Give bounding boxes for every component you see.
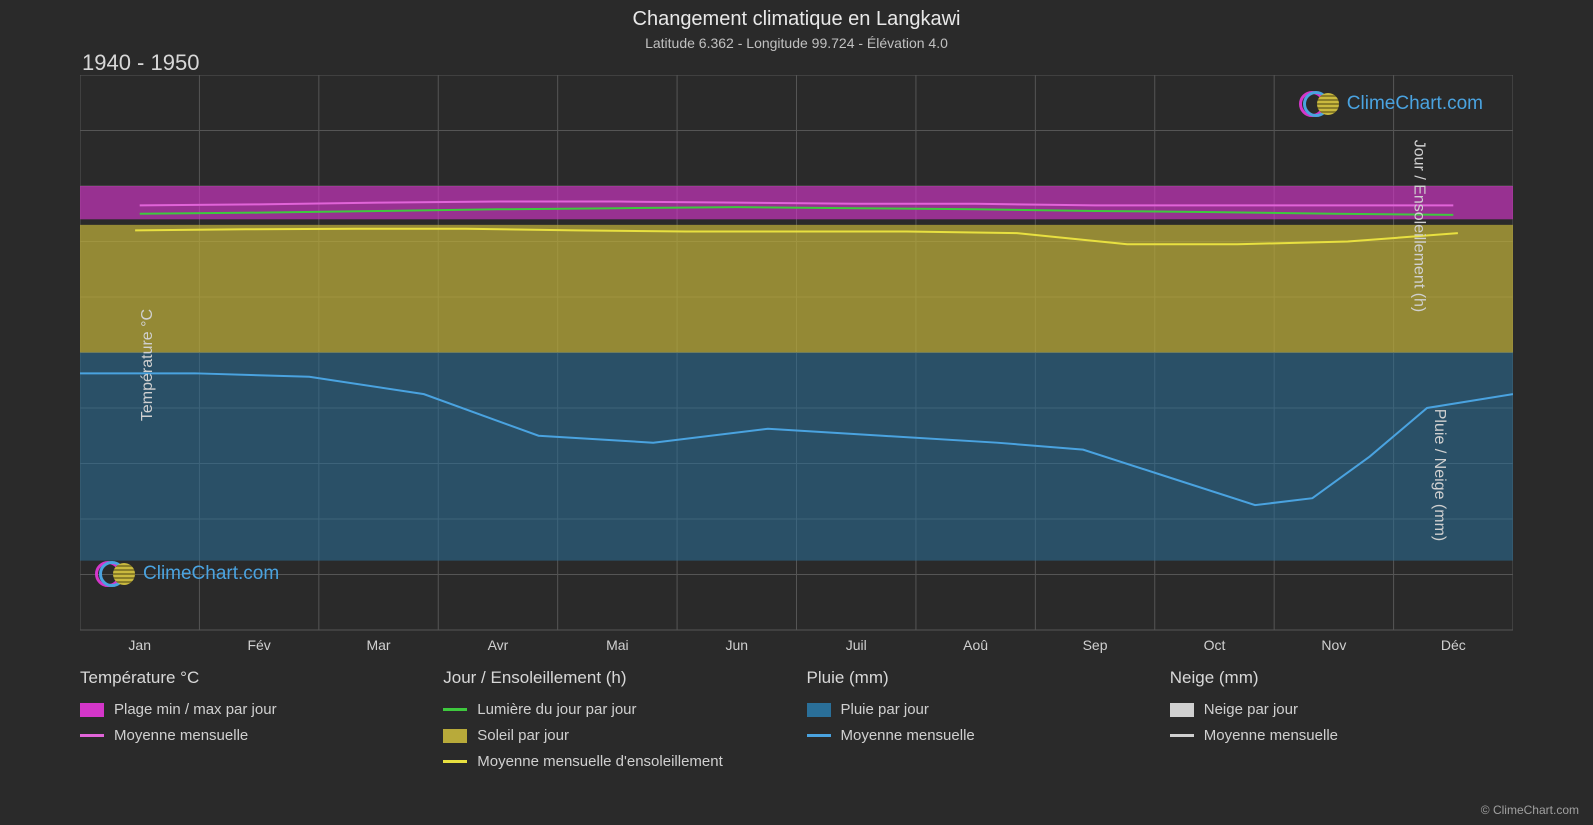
legend-item: Neige par jour — [1170, 701, 1513, 718]
legend-item-label: Moyenne mensuelle — [114, 727, 248, 744]
legend-group: Jour / Ensoleillement (h) Lumière du jour… — [443, 668, 786, 813]
legend-line-icon — [80, 734, 104, 737]
svg-text:Fév: Fév — [247, 637, 270, 653]
legend-item-label: Neige par jour — [1204, 701, 1298, 718]
svg-text:Sep: Sep — [1083, 637, 1108, 653]
legend-swatch-icon — [443, 729, 467, 743]
svg-text:Mai: Mai — [606, 637, 629, 653]
svg-text:Juil: Juil — [846, 637, 867, 653]
legend-group: Neige (mm) Neige par jour Moyenne mensuell… — [1170, 668, 1513, 813]
legend-line-icon — [1170, 734, 1194, 737]
legend-item-label: Lumière du jour par jour — [477, 701, 636, 718]
chart-title: Changement climatique en Langkawi — [0, 0, 1593, 31]
legend-item: Moyenne mensuelle — [80, 727, 423, 744]
legend-swatch-icon — [1170, 703, 1194, 717]
period-label: 1940 - 1950 — [82, 50, 199, 76]
plot-svg: -50-40-30-20-100102030405006121824102030… — [80, 75, 1513, 655]
legend: Température °C Plage min / max par jour Mo… — [80, 668, 1513, 813]
legend-line-icon — [443, 760, 467, 763]
legend-item-label: Plage min / max par jour — [114, 701, 277, 718]
svg-text:Jun: Jun — [726, 637, 749, 653]
legend-item: Moyenne mensuelle — [807, 727, 1150, 744]
chart-subtitle: Latitude 6.362 - Longitude 99.724 - Élév… — [0, 31, 1593, 51]
watermark-text: ClimeChart.com — [143, 563, 279, 585]
svg-text:Nov: Nov — [1321, 637, 1346, 653]
climate-chart: Changement climatique en Langkawi Latitu… — [0, 0, 1593, 825]
y-left-axis-label: Température °C — [139, 309, 157, 421]
legend-group: Température °C Plage min / max par jour Mo… — [80, 668, 423, 813]
legend-item: Lumière du jour par jour — [443, 701, 786, 718]
y-right-top-axis-label: Jour / Ensoleillement (h) — [1410, 140, 1428, 313]
legend-heading: Jour / Ensoleillement (h) — [443, 668, 786, 688]
plot-area: Température °C Jour / Ensoleillement (h)… — [80, 75, 1513, 655]
legend-item: Plage min / max par jour — [80, 701, 423, 718]
svg-text:Aoû: Aoû — [963, 637, 988, 653]
legend-line-icon — [443, 708, 467, 711]
svg-text:Déc: Déc — [1441, 637, 1466, 653]
svg-text:Mar: Mar — [366, 637, 390, 653]
legend-item: Moyenne mensuelle — [1170, 727, 1513, 744]
legend-item-label: Pluie par jour — [841, 701, 929, 718]
svg-text:Avr: Avr — [488, 637, 509, 653]
legend-line-icon — [807, 734, 831, 737]
svg-text:Jan: Jan — [128, 637, 151, 653]
legend-swatch-icon — [80, 703, 104, 717]
legend-item-label: Moyenne mensuelle — [841, 727, 975, 744]
legend-heading: Pluie (mm) — [807, 668, 1150, 688]
legend-heading: Neige (mm) — [1170, 668, 1513, 688]
legend-item-label: Moyenne mensuelle d'ensoleillement — [477, 753, 723, 770]
legend-heading: Température °C — [80, 668, 423, 688]
legend-item-label: Soleil par jour — [477, 727, 569, 744]
legend-group: Pluie (mm) Pluie par jour Moyenne mensuell… — [807, 668, 1150, 813]
copyright: © ClimeChart.com — [1481, 803, 1579, 817]
watermark-logo-icon — [95, 560, 137, 588]
watermark-logo-icon — [1299, 90, 1341, 118]
watermark-bottom: ClimeChart.com — [95, 560, 279, 588]
legend-item-label: Moyenne mensuelle — [1204, 727, 1338, 744]
svg-text:Oct: Oct — [1204, 637, 1226, 653]
watermark-top: ClimeChart.com — [1299, 90, 1483, 118]
watermark-text: ClimeChart.com — [1347, 93, 1483, 115]
legend-item: Soleil par jour — [443, 727, 786, 744]
legend-item: Moyenne mensuelle d'ensoleillement — [443, 753, 786, 770]
y-right-bottom-axis-label: Pluie / Neige (mm) — [1430, 409, 1448, 541]
legend-item: Pluie par jour — [807, 701, 1150, 718]
legend-swatch-icon — [807, 703, 831, 717]
